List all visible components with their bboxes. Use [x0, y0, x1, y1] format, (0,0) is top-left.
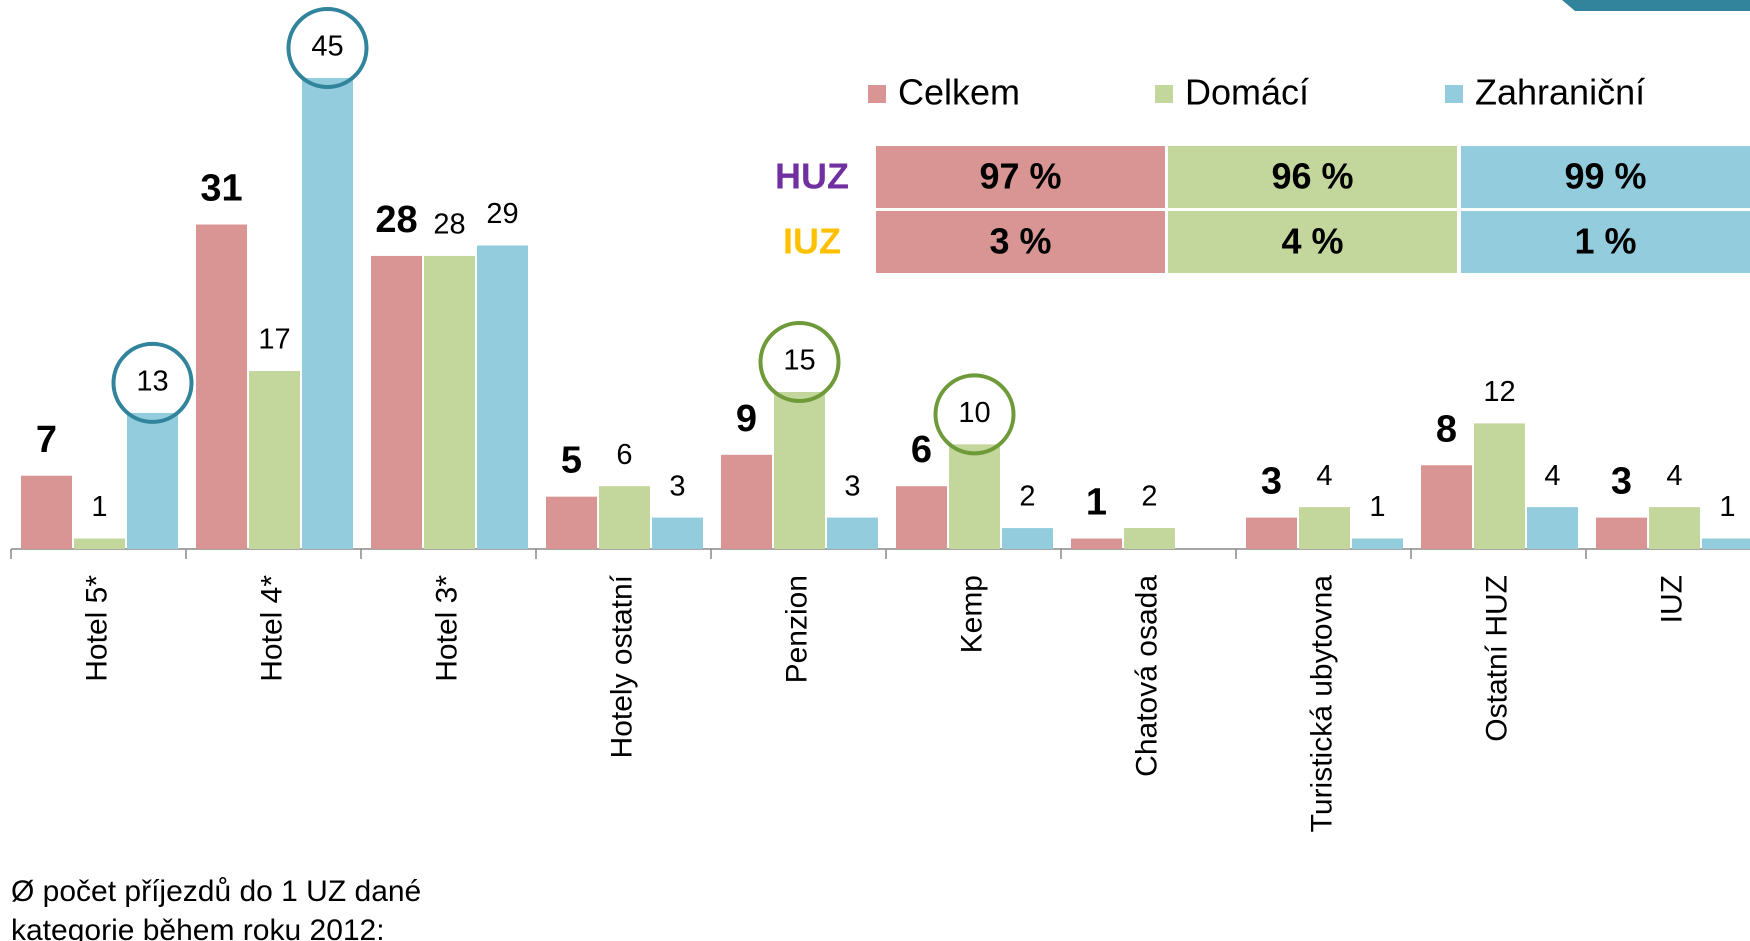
data-label: 2 [1141, 481, 1157, 513]
data-label: 6 [911, 429, 932, 471]
legend-label: Zahraniční [1475, 72, 1645, 113]
legend-label: Domácí [1185, 72, 1309, 113]
data-label: 1 [1719, 491, 1735, 523]
bar [1246, 517, 1297, 549]
bar [249, 371, 300, 549]
bar [127, 412, 178, 549]
bar [74, 538, 125, 549]
bar [21, 475, 72, 549]
bar [371, 255, 422, 549]
data-label: 4 [1666, 460, 1682, 492]
bar [652, 517, 703, 549]
x-tick-label: Hotely ostatní [605, 574, 638, 758]
data-label: 4 [1544, 460, 1560, 492]
data-label: 7 [36, 419, 57, 461]
bar [1124, 528, 1175, 549]
label-highlight [111, 341, 194, 424]
table-cell-text: 3 % [989, 221, 1051, 262]
bar [949, 444, 1000, 549]
bar [1071, 538, 1122, 549]
data-label: 29 [486, 198, 518, 230]
bar [424, 255, 475, 549]
data-label: 1 [1086, 482, 1107, 524]
data-label: 3 [844, 470, 860, 502]
data-label: 31 [200, 168, 242, 210]
bar [1352, 538, 1403, 549]
data-label: 5 [561, 440, 582, 482]
table-cell-text: 97 % [979, 156, 1061, 197]
table-cell [876, 211, 1165, 273]
x-tick-label: Chatová osada [1130, 575, 1163, 777]
data-label: 1 [1369, 491, 1385, 523]
x-tick-label: Hotel 5* [80, 575, 113, 682]
x-tick-label: IUZ [1655, 575, 1688, 623]
data-label: 1 [91, 491, 107, 523]
note-line: Ø počet příjezdů do 1 UZ dané [11, 875, 421, 908]
bar [896, 486, 947, 549]
bar [721, 454, 772, 549]
bar [1527, 507, 1578, 549]
data-label: 9 [736, 398, 757, 440]
data-label: 3 [1261, 461, 1282, 503]
note-line: kategorie během roku 2012: [11, 914, 385, 941]
table-cell-text: 4 % [1281, 221, 1343, 262]
bar [774, 392, 825, 549]
data-label: 6 [616, 439, 632, 471]
x-tick-label: Hotel 4* [255, 575, 288, 682]
label-highlight [758, 321, 841, 403]
x-tick-label: Hotel 3* [430, 575, 463, 682]
data-label: 3 [669, 470, 685, 502]
table-cell-text: 99 % [1564, 156, 1646, 197]
data-label: 4 [1316, 460, 1332, 492]
legend-swatch [1445, 85, 1463, 103]
data-label: 2 [1019, 481, 1035, 513]
corner-decoration [1562, 0, 1750, 11]
bar [1474, 423, 1525, 549]
table-cell-text: 1 % [1574, 221, 1636, 262]
data-label: 28 [433, 209, 465, 241]
bar [302, 78, 353, 549]
x-tick-label: Ostatní HUZ [1480, 575, 1513, 742]
bar [1596, 517, 1647, 549]
bar [1702, 538, 1750, 549]
table-row-label: HUZ [775, 156, 849, 197]
x-tick-label: Turistická ubytovna [1305, 575, 1338, 833]
label-highlight [933, 373, 1016, 456]
legend-swatch [868, 85, 886, 103]
data-label: 17 [258, 324, 290, 356]
data-label: 45 [311, 31, 343, 63]
data-label: 3 [1611, 461, 1632, 503]
bar [477, 245, 528, 549]
data-label: 13 [136, 366, 168, 398]
bar [827, 517, 878, 549]
legend-label: Celkem [898, 72, 1020, 113]
data-label: 12 [1483, 376, 1515, 408]
table-cell [1461, 211, 1750, 273]
bar [196, 224, 247, 550]
table-row-label: IUZ [783, 221, 841, 262]
bar [1299, 507, 1350, 549]
bar [1002, 528, 1053, 549]
legend-swatch [1155, 85, 1173, 103]
table-cell [1461, 146, 1750, 208]
data-label: 10 [958, 397, 990, 429]
table-cell-text: 96 % [1271, 156, 1353, 197]
x-tick-label: Kemp [955, 575, 988, 653]
table-cell [1168, 211, 1457, 273]
data-label: 15 [783, 345, 815, 377]
bar [1421, 465, 1472, 549]
data-label: 8 [1436, 408, 1457, 450]
bar [546, 496, 597, 549]
label-highlight [286, 7, 369, 89]
x-tick-label: Penzion [780, 575, 813, 683]
data-label: 28 [375, 199, 417, 241]
bar [1649, 507, 1700, 549]
table-cell [876, 146, 1165, 208]
table-cell [1168, 146, 1457, 208]
bar [599, 486, 650, 549]
